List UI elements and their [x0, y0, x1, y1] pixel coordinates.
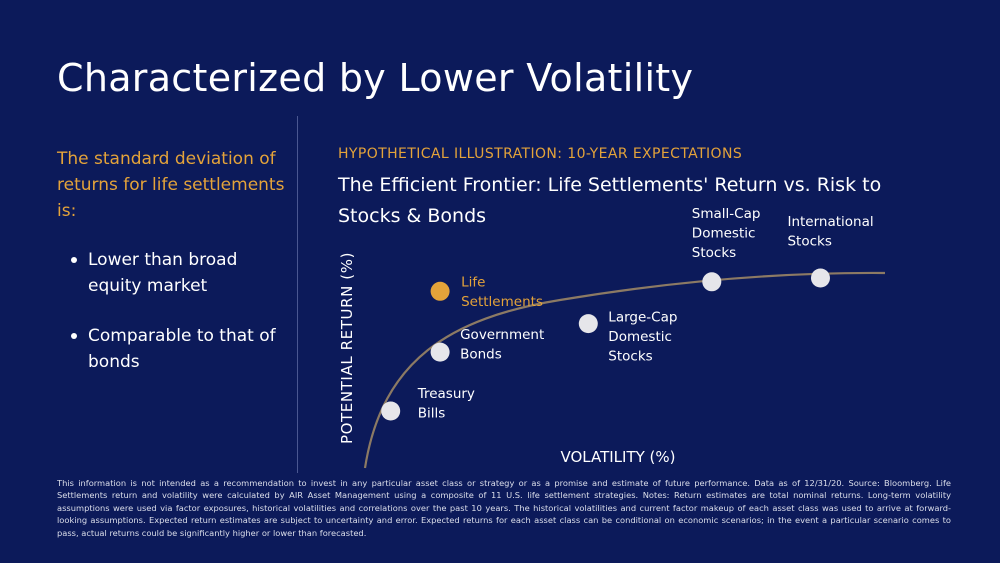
data-point	[381, 401, 401, 421]
chart-title: The Efficient Frontier: Life Settlements…	[338, 174, 882, 227]
footnote: This information is not intended as a re…	[57, 478, 951, 538]
page-title: Characterized by Lower Volatility	[57, 56, 694, 100]
x-axis-label: VOLATILITY (%)	[560, 448, 675, 466]
bullet-item: Comparable to that of bonds	[57, 323, 292, 375]
data-point-label: Life Settlements	[461, 274, 543, 310]
chart-subtitle: HYPOTHETICAL ILLUSTRATION: 10-YEAR EXPEC…	[338, 146, 743, 162]
divider	[297, 116, 298, 473]
y-axis-label: POTENTIAL RETURN (%)	[338, 252, 356, 444]
data-point-label: Treasury Bills	[417, 386, 475, 422]
data-point	[430, 342, 450, 362]
data-point	[810, 268, 830, 288]
data-points: Treasury Bills Government Bonds Life Settleme…	[381, 206, 874, 422]
data-point-label: Large-Cap Domestic Stocks	[608, 310, 677, 365]
lead-text: The standard deviation of returns for li…	[57, 149, 285, 221]
data-point-label: Government Bonds	[460, 327, 544, 363]
data-point-label: International Stocks	[787, 214, 873, 250]
data-point-label: Small-Cap Domestic Stocks	[692, 206, 761, 261]
data-point	[702, 272, 722, 292]
efficient-frontier-curve	[363, 271, 886, 469]
bullet-list: Lower than broad equity market Comparabl…	[57, 247, 292, 399]
data-point	[430, 281, 450, 301]
bullet-item: Lower than broad equity market	[57, 247, 292, 299]
data-point	[578, 314, 598, 334]
